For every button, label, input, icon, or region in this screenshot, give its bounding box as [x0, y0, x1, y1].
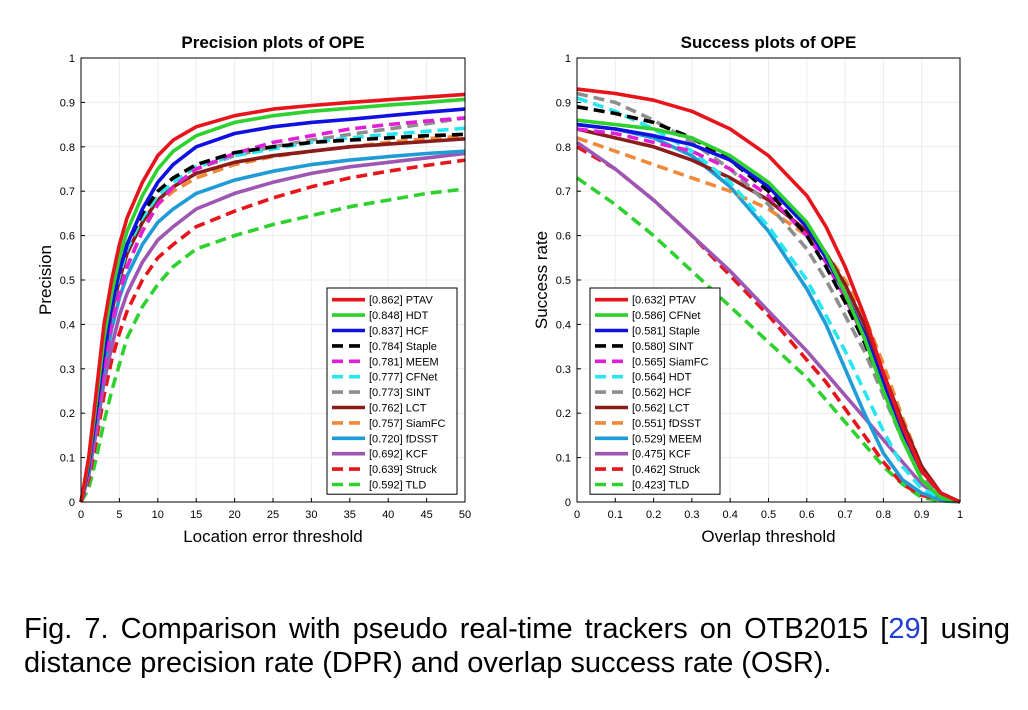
figure-canvas: 0 5 10 15 20 25 30 35 40 45 5000.10.20.30.40.50.60…: [36, 33, 963, 546]
legend-label-kcf: [0.692] KCF: [369, 449, 428, 461]
y-tick-label: 0.6: [556, 231, 571, 243]
y-tick-label: 0.8: [60, 142, 75, 154]
x-tick-label: 0.1: [608, 509, 623, 521]
y-tick-label: 0.2: [60, 408, 75, 420]
series-line-tld: [79, 187, 466, 503]
legend-label-cfnet: [0.586] CFNet: [632, 310, 700, 322]
y-tick-label: 0.3: [556, 364, 571, 376]
series-line-cfnet: [576, 118, 961, 504]
x-tick-label: 10: [152, 509, 164, 521]
legend-label-meem: [0.781] MEEM: [369, 356, 439, 368]
series-line-ptav: [79, 92, 466, 503]
x-tick-label: 45: [420, 509, 432, 521]
axes-box: [576, 57, 961, 503]
legend-label-meem: [0.529] MEEM: [632, 433, 702, 445]
legend-label-struck: [0.639] Struck: [369, 464, 437, 476]
x-tick-label: 0.7: [837, 509, 852, 521]
y-tick-label: 0.1: [556, 453, 571, 465]
x-tick-label: 0.8: [876, 509, 891, 521]
x-tick-label: 0.3: [684, 509, 699, 521]
legend-label-staple: [0.784] Staple: [369, 341, 437, 353]
caption-suffix: ] using distance precision rate (DPR) an…: [24, 613, 1011, 679]
legend-label-tld: [0.592] TLD: [369, 480, 426, 492]
legend-label-lct: [0.562] LCT: [632, 403, 690, 415]
y-tick-label: 0.5: [60, 275, 75, 287]
series-line-ptav: [576, 87, 961, 504]
legend-box: [326, 287, 458, 495]
y-tick-label: 0.9: [556, 97, 571, 109]
legend-label-hcf: [0.837] HCF: [369, 326, 429, 338]
y-tick-label: 0.3: [60, 364, 75, 376]
x-tick-label: 20: [228, 509, 240, 521]
legend-label-sint: [0.580] SINT: [632, 341, 694, 353]
y-axis-label: Success rate: [532, 231, 551, 329]
series-line-siamfc: [576, 127, 961, 504]
legend-label-sint: [0.773] SINT: [369, 387, 431, 399]
x-tick-label: 1: [957, 509, 963, 521]
x-tick-label: 40: [382, 509, 394, 521]
x-tick-label: 5: [116, 509, 122, 521]
y-tick-label: 0.7: [60, 186, 75, 198]
x-tick-label: 25: [267, 509, 279, 521]
y-axis-label: Precision: [36, 245, 55, 315]
legend-label-kcf: [0.475] KCF: [632, 449, 691, 461]
y-tick-label: 0.6: [60, 231, 75, 243]
y-tick-label: 0.9: [60, 97, 75, 109]
series-line-meem: [79, 116, 466, 503]
chart-title: Precision plots of OPE: [181, 33, 364, 52]
axes-box: [80, 57, 466, 503]
legend-label-siamfc: [0.565] SiamFC: [632, 356, 708, 368]
x-tick-label: 0.2: [646, 509, 661, 521]
legend-label-hdt: [0.564] HDT: [632, 372, 692, 384]
x-tick-label: 50: [459, 509, 471, 521]
legend-label-hdt: [0.848] HDT: [369, 310, 429, 322]
legend-label-ptav: [0.862] PTAV: [369, 295, 433, 307]
legend-label-lct: [0.762] LCT: [369, 403, 427, 415]
legend-box: [589, 287, 721, 495]
legend-label-cfnet: [0.777] CFNet: [369, 372, 437, 384]
legend-label-fdsst: [0.720] fDSST: [369, 433, 438, 445]
legend: [0.632] PTAV [0.586] CFNet [0.581] Staple […: [589, 287, 721, 495]
legend-label-ptav: [0.632] PTAV: [632, 295, 696, 307]
y-tick-label: 1: [565, 53, 571, 65]
y-tick-label: 0.7: [556, 186, 571, 198]
chart-title: Success plots of OPE: [681, 33, 857, 52]
series-line-hdt: [576, 96, 961, 504]
x-tick-label: 0.9: [914, 509, 929, 521]
y-tick-label: 1: [69, 53, 75, 65]
x-tick-label: 0.6: [799, 509, 814, 521]
y-tick-label: 0.1: [60, 453, 75, 465]
x-tick-label: 30: [305, 509, 317, 521]
x-axis-label: Location error threshold: [183, 527, 363, 546]
x-tick-label: 15: [190, 509, 202, 521]
x-tick-label: 0.4: [723, 509, 738, 521]
x-tick-label: 35: [344, 509, 356, 521]
y-tick-label: 0.5: [556, 275, 571, 287]
legend-label-struck: [0.462] Struck: [632, 464, 700, 476]
series-line-kcf: [575, 140, 961, 504]
series-line-tld: [575, 176, 961, 504]
x-tick-label: 0: [574, 509, 580, 521]
y-tick-label: 0.4: [556, 319, 571, 331]
caption-reference-link[interactable]: 29: [888, 613, 921, 645]
series-line-staple: [79, 132, 466, 503]
legend-label-siamfc: [0.757] SiamFC: [369, 418, 445, 430]
legend: [0.862] PTAV [0.848] HDT [0.837] HCF [0.784…: [326, 287, 458, 495]
legend-label-tld: [0.423] TLD: [632, 480, 689, 492]
precision-plot: 0 5 10 15 20 25 30 35 40 45 50 0 0.1 0.2 0.3 0.4 0.5 0.6 0…: [36, 33, 471, 546]
legend-label-staple: [0.581] Staple: [632, 326, 700, 338]
x-tick-label: 0.5: [761, 509, 776, 521]
y-tick-label: 0: [565, 497, 571, 509]
y-tick-label: 0: [69, 497, 75, 509]
figure-caption: Fig. 7. Comparison with pseudo real-time…: [24, 612, 1010, 680]
y-tick-label: 0.4: [60, 319, 75, 331]
x-tick-label: 0: [78, 509, 84, 521]
y-tick-label: 0.2: [556, 408, 571, 420]
success-plot: 0 0.1 0.2 0.3 0.4 0.5 0.6 0.7 0.8 0.9 1 0 0.1 0.2 0.3 0…: [532, 33, 963, 546]
y-tick-label: 0.8: [556, 142, 571, 154]
legend-label-hcf: [0.562] HCF: [632, 387, 692, 399]
legend-label-fdsst: [0.551] fDSST: [632, 418, 701, 430]
x-axis-label: Overlap threshold: [701, 527, 835, 546]
caption-prefix: Fig. 7. Comparison with pseudo real-time…: [24, 613, 889, 645]
